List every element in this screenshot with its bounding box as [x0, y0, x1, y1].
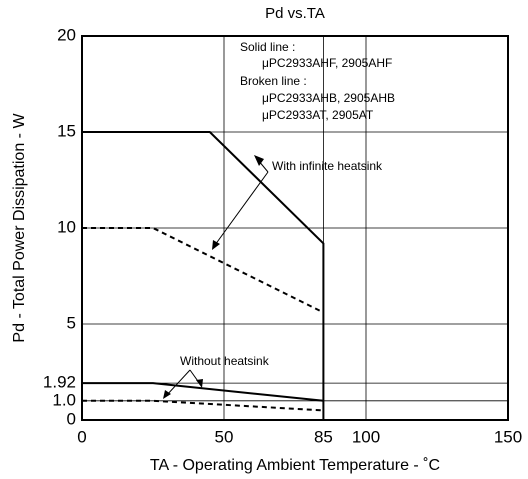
legend-note: μPC2933AHB, 2905AHB [262, 91, 395, 105]
y-tick-label: 1.92 [43, 373, 76, 392]
x-tick-label: 150 [494, 427, 522, 446]
arrow-heads [163, 155, 264, 399]
y-tick-label: 20 [57, 25, 76, 44]
chart-title: Pd vs.TA [265, 5, 325, 22]
x-axis-label: TA - Operating Ambient Temperature - ˚C [150, 457, 440, 474]
y-tick-label: 0 [67, 409, 76, 428]
legend-note: Broken line : [240, 74, 307, 88]
y-axis-label: Pd - Total Power Dissipation - W [11, 113, 28, 343]
x-tick-label: 85 [314, 427, 333, 446]
x-tick-label: 0 [77, 427, 86, 446]
legend-note: Solid line : [240, 40, 295, 54]
y-tick-label: 10 [57, 217, 76, 236]
legend-note: μPC2933AT, 2905AT [262, 108, 374, 122]
series-line [82, 131, 325, 420]
y-tick-label: 5 [67, 313, 76, 332]
x-tick-label: 100 [352, 427, 380, 446]
y-tick-label: 1.0 [52, 390, 76, 409]
series-line [82, 399, 324, 412]
y-tick-label: 15 [57, 121, 76, 140]
series-line [82, 227, 324, 314]
series-line [82, 382, 324, 402]
legend-note: μPC2933AHF, 2905AHF [262, 56, 392, 70]
x-tick-label: 50 [215, 427, 234, 446]
annotation: Without heatsink [180, 354, 270, 368]
annotation: With infinite heatsink [272, 159, 383, 173]
